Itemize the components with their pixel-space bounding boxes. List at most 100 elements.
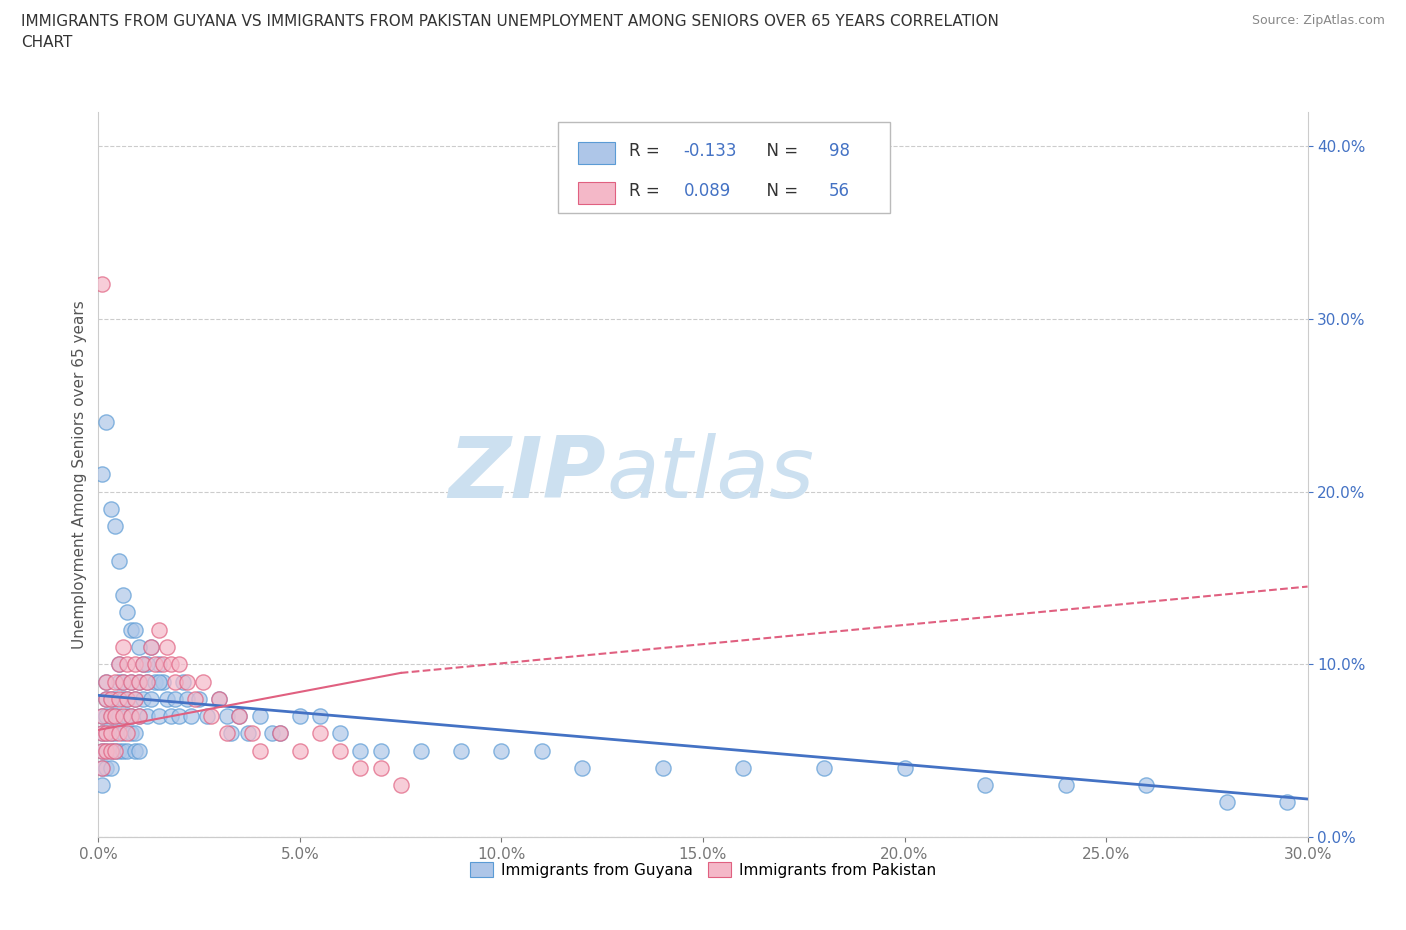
Point	[91, 467, 114, 482]
Point	[100, 709, 122, 724]
Point	[107, 553, 129, 568]
Point	[103, 743, 125, 758]
Point	[120, 709, 142, 724]
Point	[103, 709, 125, 724]
Text: atlas: atlas	[606, 432, 814, 516]
Point	[135, 709, 157, 724]
Point	[240, 726, 263, 741]
Point	[329, 743, 352, 758]
Point	[120, 622, 142, 637]
Point	[733, 761, 755, 776]
Point	[100, 709, 122, 724]
Point	[111, 588, 134, 603]
Text: CHART: CHART	[21, 35, 73, 50]
Point	[91, 761, 114, 776]
Text: 0.089: 0.089	[683, 182, 731, 200]
Point	[107, 726, 129, 741]
Point	[107, 691, 129, 706]
Point	[139, 691, 162, 706]
Point	[217, 709, 239, 724]
Point	[111, 709, 134, 724]
Point	[124, 657, 146, 671]
Point	[249, 743, 271, 758]
Point	[128, 709, 150, 724]
Point	[1135, 777, 1157, 792]
Point	[100, 761, 122, 776]
Point	[100, 726, 122, 741]
Point	[974, 777, 997, 792]
Point	[132, 657, 155, 671]
Point	[349, 743, 371, 758]
Point	[124, 691, 146, 706]
Point	[288, 743, 311, 758]
Point	[172, 674, 194, 689]
Text: Source: ZipAtlas.com: Source: ZipAtlas.com	[1251, 14, 1385, 27]
Point	[103, 709, 125, 724]
Point	[208, 691, 231, 706]
Point	[124, 743, 146, 758]
Point	[100, 691, 122, 706]
Point	[96, 415, 118, 430]
Point	[103, 743, 125, 758]
Point	[91, 709, 114, 724]
Point	[236, 726, 259, 741]
Point	[107, 657, 129, 671]
Text: IMMIGRANTS FROM GUYANA VS IMMIGRANTS FROM PAKISTAN UNEMPLOYMENT AMONG SENIORS OV: IMMIGRANTS FROM GUYANA VS IMMIGRANTS FRO…	[21, 14, 1000, 29]
Point	[195, 709, 218, 724]
Point	[91, 777, 114, 792]
Point	[184, 691, 207, 706]
Point	[208, 691, 231, 706]
Point	[103, 691, 125, 706]
Point	[200, 709, 222, 724]
Point	[143, 657, 166, 671]
Text: N =: N =	[756, 182, 804, 200]
Point	[103, 519, 125, 534]
Point	[1216, 795, 1239, 810]
Point	[111, 674, 134, 689]
Point	[96, 691, 118, 706]
Text: R =: R =	[630, 182, 665, 200]
FancyBboxPatch shape	[578, 142, 614, 165]
Point	[221, 726, 243, 741]
Point	[111, 640, 134, 655]
Point	[91, 726, 114, 741]
Point	[349, 761, 371, 776]
Point	[111, 691, 134, 706]
Point	[160, 657, 183, 671]
Point	[120, 726, 142, 741]
Point	[96, 726, 118, 741]
Point	[107, 657, 129, 671]
Point	[96, 709, 118, 724]
Point	[370, 761, 392, 776]
Point	[96, 674, 118, 689]
Point	[249, 709, 271, 724]
Point	[120, 674, 142, 689]
Point	[128, 709, 150, 724]
Point	[370, 743, 392, 758]
Point	[309, 709, 332, 724]
Point	[96, 726, 118, 741]
FancyBboxPatch shape	[578, 182, 614, 205]
Point	[135, 674, 157, 689]
Point	[180, 709, 202, 724]
Point	[193, 674, 215, 689]
Point	[115, 709, 138, 724]
Point	[96, 674, 118, 689]
Point	[128, 674, 150, 689]
Point	[269, 726, 291, 741]
Point	[96, 743, 118, 758]
FancyBboxPatch shape	[558, 123, 890, 213]
Point	[135, 674, 157, 689]
Point	[91, 709, 114, 724]
Point	[152, 674, 174, 689]
Point	[148, 657, 170, 671]
Point	[148, 674, 170, 689]
Point	[530, 743, 553, 758]
Point	[167, 657, 190, 671]
Text: 98: 98	[828, 142, 849, 160]
Text: N =: N =	[756, 142, 804, 160]
Point	[167, 709, 190, 724]
Point	[115, 691, 138, 706]
Point	[128, 674, 150, 689]
Point	[269, 726, 291, 741]
